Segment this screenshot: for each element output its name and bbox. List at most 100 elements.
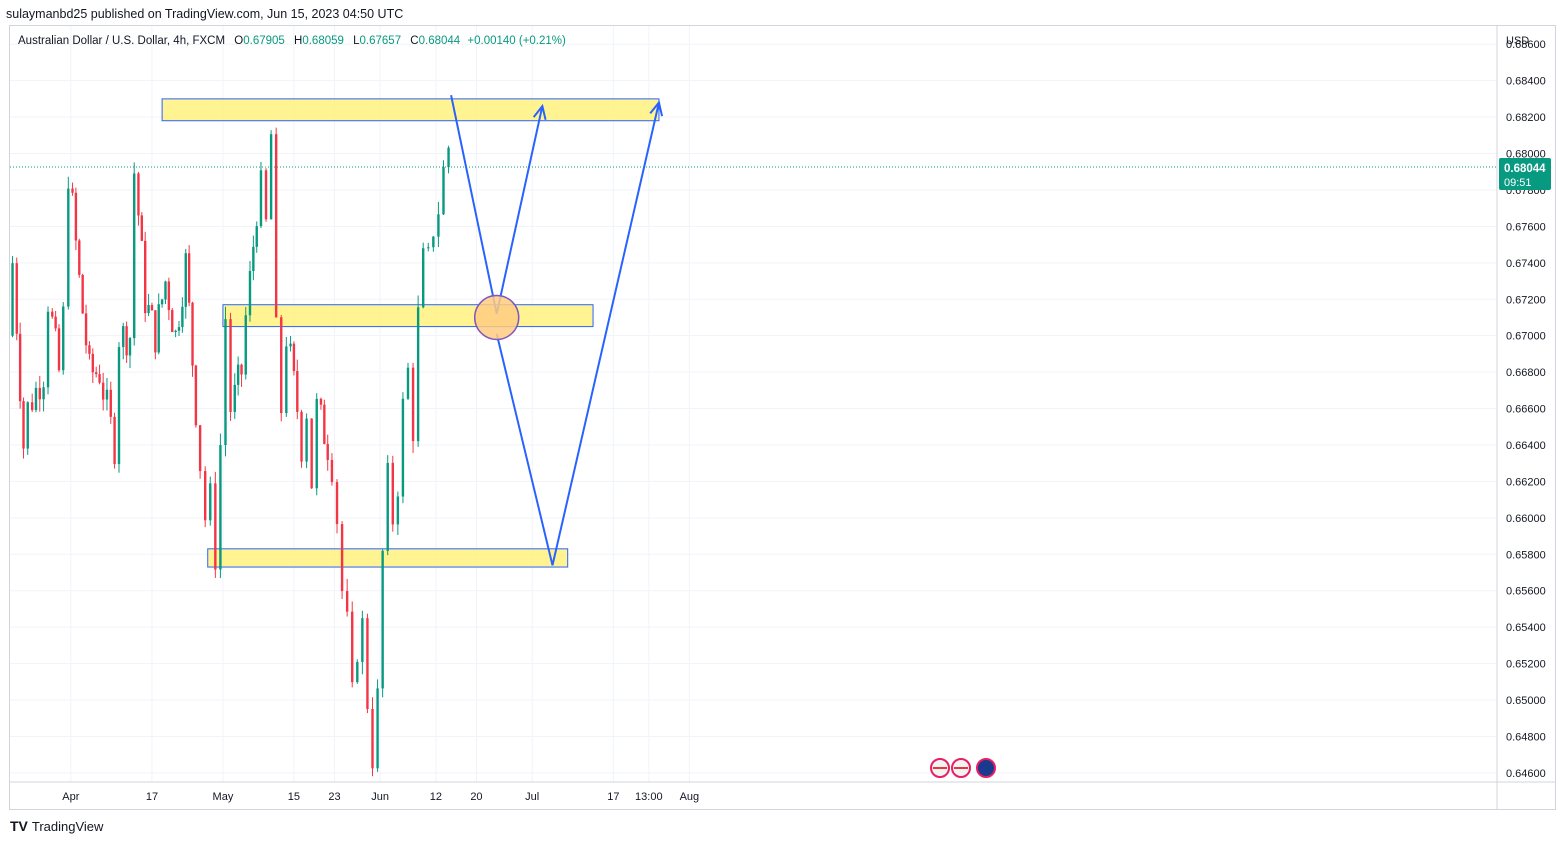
price-tick-8: 0.67000 bbox=[1506, 331, 1546, 343]
candles bbox=[11, 127, 450, 777]
time-tick-6: 12 bbox=[430, 791, 442, 803]
projection-path-2-arrowhead bbox=[649, 100, 664, 117]
event-icons[interactable] bbox=[930, 758, 996, 778]
candle-body bbox=[128, 338, 132, 356]
candle-body bbox=[209, 483, 212, 521]
target-circle bbox=[473, 294, 520, 341]
candle-body bbox=[157, 304, 160, 353]
candle-body bbox=[88, 345, 91, 354]
candle-body bbox=[91, 353, 95, 373]
candle-body bbox=[396, 496, 400, 525]
candle-body bbox=[62, 306, 65, 371]
candle-body bbox=[18, 333, 22, 402]
price-axis: 0.686000.684000.682000.680000.678000.676… bbox=[1506, 39, 1546, 780]
projection-path-2 bbox=[495, 102, 660, 566]
tv-logo-icon: TV bbox=[10, 818, 28, 834]
publisher-line: sulaymanbd25 published on TradingView.co… bbox=[6, 7, 404, 21]
candle-body bbox=[269, 134, 273, 220]
time-tick-5: Jun bbox=[371, 791, 389, 803]
candle-body bbox=[447, 147, 450, 168]
current-price-label bbox=[1499, 158, 1551, 190]
candle-body bbox=[255, 226, 258, 247]
candle-body bbox=[122, 326, 125, 348]
time-tick-0: Apr bbox=[62, 791, 79, 803]
candle-body bbox=[150, 304, 154, 311]
candle-body bbox=[259, 170, 263, 227]
close-value: 0.68044 bbox=[418, 35, 461, 47]
candle-body bbox=[113, 416, 116, 465]
candle-body bbox=[345, 591, 349, 612]
candle-body bbox=[381, 550, 384, 689]
price-tick-19: 0.64800 bbox=[1506, 731, 1546, 743]
candle-body bbox=[203, 471, 207, 521]
price-tick-6: 0.67400 bbox=[1506, 258, 1546, 270]
high-label: H bbox=[294, 35, 303, 47]
candle-body bbox=[229, 319, 232, 412]
price-tick-3: 0.68000 bbox=[1506, 149, 1546, 161]
price-tick-12: 0.66200 bbox=[1506, 476, 1546, 488]
candle-body bbox=[181, 306, 184, 328]
candle-body bbox=[101, 382, 105, 400]
candle-body bbox=[81, 274, 84, 314]
candle-body bbox=[252, 246, 255, 271]
candle-body bbox=[171, 310, 174, 333]
candle-body bbox=[194, 365, 198, 426]
candle-body bbox=[15, 263, 18, 334]
price-tick-10: 0.66600 bbox=[1506, 404, 1546, 416]
candle-body bbox=[371, 708, 374, 769]
open-value: 0.67905 bbox=[243, 35, 285, 47]
candle-body bbox=[26, 402, 29, 449]
candle-body bbox=[422, 248, 425, 308]
candle-body bbox=[289, 343, 292, 347]
candle-body bbox=[140, 215, 144, 241]
high-value: 0.68059 bbox=[302, 35, 344, 47]
candle-body bbox=[233, 384, 236, 412]
low-label: L bbox=[353, 35, 360, 47]
candle-body bbox=[46, 311, 50, 388]
candle-body bbox=[67, 188, 70, 307]
candle-body bbox=[177, 327, 181, 331]
candle-body bbox=[109, 389, 112, 417]
time-tick-3: 15 bbox=[288, 791, 300, 803]
candle-body bbox=[214, 483, 217, 570]
close-label: C bbox=[410, 35, 419, 47]
current-price-value: 0.68044 bbox=[1504, 163, 1546, 175]
price-tick-14: 0.65800 bbox=[1506, 549, 1546, 561]
candle-body bbox=[292, 343, 296, 372]
price-tick-0: 0.68600 bbox=[1506, 39, 1546, 51]
time-tick-10: 13:00 bbox=[635, 791, 663, 803]
candle-body bbox=[315, 398, 318, 489]
candle-body bbox=[416, 307, 420, 442]
candle-body bbox=[224, 319, 227, 446]
candle-body bbox=[84, 313, 88, 346]
candle-body bbox=[30, 402, 34, 411]
bar-countdown: 09:51 bbox=[1504, 177, 1532, 189]
candle-body bbox=[274, 134, 278, 318]
low-value: 0.67657 bbox=[359, 35, 402, 47]
time-tick-11: Aug bbox=[680, 791, 700, 803]
candle-body bbox=[244, 315, 247, 375]
price-tick-15: 0.65600 bbox=[1506, 586, 1546, 598]
candle-body bbox=[147, 304, 150, 314]
price-tick-9: 0.66800 bbox=[1506, 367, 1546, 379]
candle-body bbox=[133, 173, 136, 339]
tradingview-logo[interactable]: TV TradingView bbox=[10, 818, 103, 834]
candle-body bbox=[300, 411, 303, 462]
candle-body bbox=[335, 482, 339, 525]
candle-body bbox=[57, 328, 61, 371]
change-value: +0.00140 (+0.21%) bbox=[467, 35, 566, 47]
candle-body bbox=[351, 611, 354, 683]
price-tick-20: 0.64600 bbox=[1506, 768, 1546, 780]
price-tick-1: 0.68400 bbox=[1506, 76, 1546, 88]
time-tick-7: 20 bbox=[470, 791, 482, 803]
candle-body bbox=[391, 462, 394, 525]
zones bbox=[161, 98, 660, 568]
candle-body bbox=[105, 389, 109, 400]
zone-0 bbox=[161, 98, 660, 122]
candle-body bbox=[74, 192, 78, 241]
candle-body bbox=[11, 263, 14, 336]
price-tick-7: 0.67200 bbox=[1506, 294, 1546, 306]
symbol-name: Australian Dollar / U.S. Dollar, 4h, FXC… bbox=[18, 35, 226, 47]
candle-body bbox=[319, 398, 323, 405]
